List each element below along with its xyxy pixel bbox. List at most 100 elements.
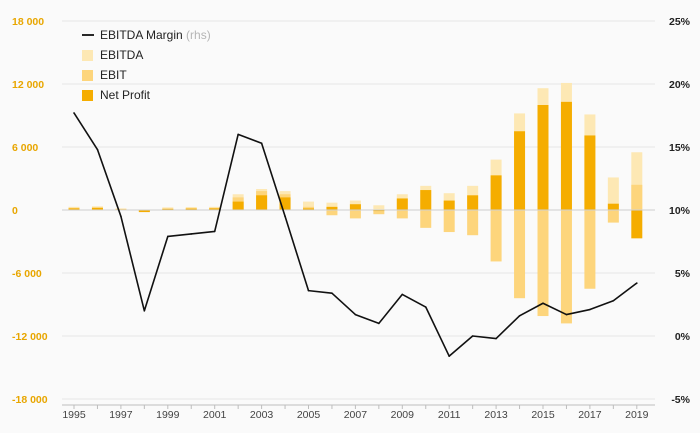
ebitda-margin-point bbox=[96, 148, 99, 151]
ebitda-margin-point bbox=[354, 313, 357, 316]
bar-ebit bbox=[349, 210, 361, 219]
x-tick-label: 2013 bbox=[484, 409, 508, 421]
y-right-tick-label: 5% bbox=[675, 268, 691, 280]
ebitda-margin-point bbox=[471, 335, 474, 337]
y-left-tick-label: -18 000 bbox=[12, 394, 48, 406]
bar-ebit bbox=[514, 210, 526, 299]
x-tick-label: 2001 bbox=[203, 409, 227, 421]
x-tick-label: 1999 bbox=[156, 409, 180, 421]
bar-net-profit bbox=[584, 135, 596, 210]
bar-net-profit bbox=[256, 195, 268, 210]
bar-net-profit bbox=[373, 210, 385, 212]
ebitda-margin-point bbox=[167, 235, 169, 238]
bar-net-profit bbox=[607, 203, 619, 210]
ebitda-margin-point bbox=[424, 306, 427, 308]
bar-ebit bbox=[490, 210, 502, 262]
bar-ebitda bbox=[607, 177, 619, 210]
y-right-tick-label: 15% bbox=[669, 142, 691, 154]
x-tick-label: 2017 bbox=[578, 409, 602, 421]
bar-net-profit bbox=[631, 210, 643, 239]
bar-net-profit bbox=[420, 190, 432, 210]
bar-ebit bbox=[373, 210, 385, 215]
bar-ebit bbox=[420, 210, 432, 228]
bar-net-profit bbox=[209, 208, 221, 210]
ebitda-margin-point bbox=[612, 299, 615, 302]
y-left-tick-label: 12 000 bbox=[12, 79, 44, 91]
bar-net-profit bbox=[514, 131, 526, 210]
ebitda-margin-point bbox=[190, 233, 193, 235]
ebitda-margin-point bbox=[518, 315, 521, 317]
bar-net-profit bbox=[162, 208, 174, 210]
bar-net-profit bbox=[467, 195, 479, 210]
x-tick-label: 2011 bbox=[438, 409, 461, 421]
bar-ebit bbox=[537, 210, 549, 317]
ebitda-margin-line bbox=[73, 112, 638, 357]
ebitda-margin-point bbox=[213, 230, 216, 233]
y-left-tick-label: -12 000 bbox=[12, 331, 48, 343]
bar-ebit bbox=[467, 210, 479, 236]
bar-net-profit bbox=[560, 101, 572, 210]
bar-ebit bbox=[326, 210, 338, 216]
bar-ebitda bbox=[303, 201, 314, 210]
ebitda-margin-point bbox=[589, 308, 591, 311]
x-tick-label: 2003 bbox=[250, 409, 274, 421]
bar-ebit bbox=[607, 210, 619, 223]
x-tick-label: 2007 bbox=[344, 409, 368, 421]
x-tick-label: 2015 bbox=[531, 409, 555, 421]
ebitda-margin-point bbox=[378, 322, 380, 325]
axes: 18 000 12 000 6 000 0 -6 000 -12 000 -18 000 25… bbox=[12, 16, 691, 421]
bar-ebitda bbox=[631, 152, 643, 210]
ebitda-margin-point bbox=[237, 133, 239, 136]
bar-ebitda bbox=[326, 202, 338, 210]
ebitda-margin-point bbox=[284, 215, 286, 218]
legend-label-net-profit: Net Profit bbox=[100, 88, 151, 102]
legend: EBITDA Margin (rhs) EBITDA EBIT Net Profit bbox=[82, 28, 211, 102]
margin-line bbox=[73, 112, 638, 357]
ebitda-margin-point bbox=[401, 293, 404, 296]
bar-net-profit bbox=[232, 201, 244, 210]
y-right-tick-label: -5% bbox=[671, 394, 690, 406]
bars bbox=[68, 82, 643, 324]
bar-ebit bbox=[560, 210, 572, 324]
bar-net-profit bbox=[537, 105, 549, 210]
y-right-tick-label: 0% bbox=[675, 331, 691, 343]
legend-label-ebitda-margin: EBITDA Margin (rhs) bbox=[100, 28, 211, 42]
bar-net-profit bbox=[279, 197, 291, 210]
y-left-tick-label: -6 000 bbox=[12, 268, 42, 280]
bar-ebit bbox=[631, 184, 643, 210]
bar-net-profit bbox=[185, 208, 197, 210]
x-tick-label: 2019 bbox=[625, 409, 649, 421]
x-tick-label: 2009 bbox=[391, 409, 415, 421]
y-left-tick-label: 0 bbox=[12, 205, 18, 217]
y-left-tick-label: 18 000 bbox=[12, 16, 44, 28]
bar-net-profit bbox=[396, 198, 408, 210]
bar-net-profit bbox=[326, 206, 338, 210]
legend-swatch-ebit bbox=[82, 70, 93, 81]
x-tick-label: 1997 bbox=[109, 409, 133, 421]
bar-net-profit bbox=[91, 207, 103, 210]
ebitda-margin-point bbox=[448, 355, 451, 357]
legend-swatch-ebitda bbox=[82, 50, 93, 61]
legend-label-ebitda: EBITDA bbox=[100, 48, 143, 62]
ebitda-margin-point bbox=[565, 313, 568, 316]
y-left-tick-label: 6 000 bbox=[12, 142, 38, 154]
bar-net-profit bbox=[490, 175, 502, 210]
x-tick-label: 2005 bbox=[297, 409, 321, 421]
ebitda-margin-point bbox=[307, 289, 310, 292]
y-right-tick-label: 25% bbox=[669, 16, 691, 28]
bar-ebit bbox=[443, 210, 455, 233]
bar-net-profit bbox=[443, 200, 455, 210]
bar-ebitda bbox=[373, 205, 385, 210]
y-right-tick-label: 20% bbox=[669, 79, 691, 91]
bar-net-profit bbox=[349, 204, 361, 210]
bar-net-profit bbox=[303, 208, 314, 210]
x-tick-label: 1995 bbox=[62, 409, 86, 421]
ebitda-margin-point bbox=[542, 302, 544, 305]
ebitda-margin-point bbox=[260, 142, 263, 145]
y-right-tick-label: 10% bbox=[669, 205, 691, 217]
bar-ebit bbox=[584, 210, 596, 289]
ebitda-margin-point bbox=[143, 310, 146, 312]
legend-swatch-net-profit bbox=[82, 90, 93, 101]
